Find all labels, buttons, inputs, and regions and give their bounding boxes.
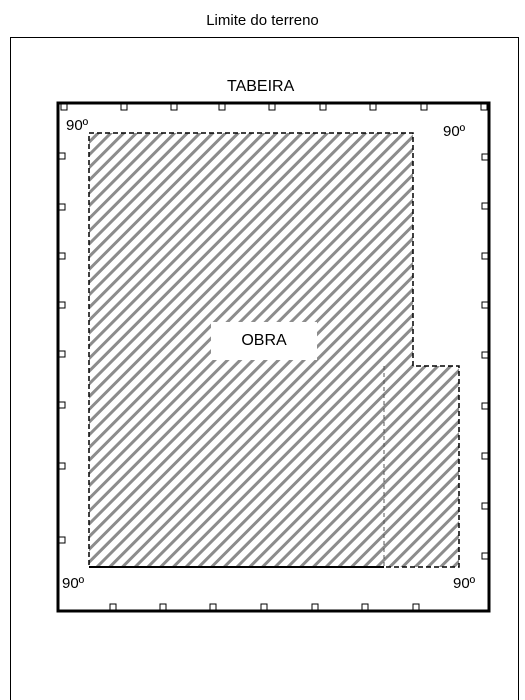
corner-angle-top-left: 90º — [66, 117, 89, 135]
work-area-outline — [88, 132, 460, 568]
corner-angle-top-right: 90º — [443, 123, 466, 141]
fence-post — [218, 103, 226, 111]
fence-label: TABEIRA — [227, 78, 295, 95]
fence-post — [159, 603, 167, 611]
terrain-boundary — [10, 37, 519, 700]
fence-post — [58, 301, 66, 309]
fence-post — [58, 462, 66, 470]
fence-post — [120, 103, 128, 111]
fence-post — [311, 603, 319, 611]
fence-post — [481, 351, 489, 359]
fence-post — [481, 552, 489, 560]
fence-post — [209, 603, 217, 611]
fence-post — [412, 603, 420, 611]
fence-posts — [58, 103, 489, 611]
corner-angle-bottom-left: 90º — [62, 575, 85, 593]
fence-post — [481, 202, 489, 210]
fence-post — [481, 153, 489, 161]
fence-post — [481, 402, 489, 410]
fence-post — [58, 152, 66, 160]
fence-post — [369, 103, 377, 111]
fence-post — [58, 203, 66, 211]
fence-post — [361, 603, 369, 611]
work-area-label: OBRA — [211, 322, 317, 360]
fence-post — [109, 603, 117, 611]
fence-post — [260, 603, 268, 611]
fence-post — [481, 502, 489, 510]
fence-post — [420, 103, 428, 111]
fence-post — [268, 103, 276, 111]
fence-post — [319, 103, 327, 111]
fence-post — [481, 301, 489, 309]
fence-post — [480, 103, 488, 111]
fence-post — [58, 401, 66, 409]
fence-post — [58, 536, 66, 544]
fence-post — [481, 452, 489, 460]
terrain-boundary-label: Limite do terreno — [206, 12, 319, 29]
fence-post — [58, 350, 66, 358]
fence-post — [170, 103, 178, 111]
fence-post — [58, 252, 66, 260]
fence-post — [60, 103, 68, 111]
corner-angle-bottom-right: 90º — [453, 575, 476, 593]
fence-boundary — [56, 101, 491, 613]
fence-post — [481, 252, 489, 260]
